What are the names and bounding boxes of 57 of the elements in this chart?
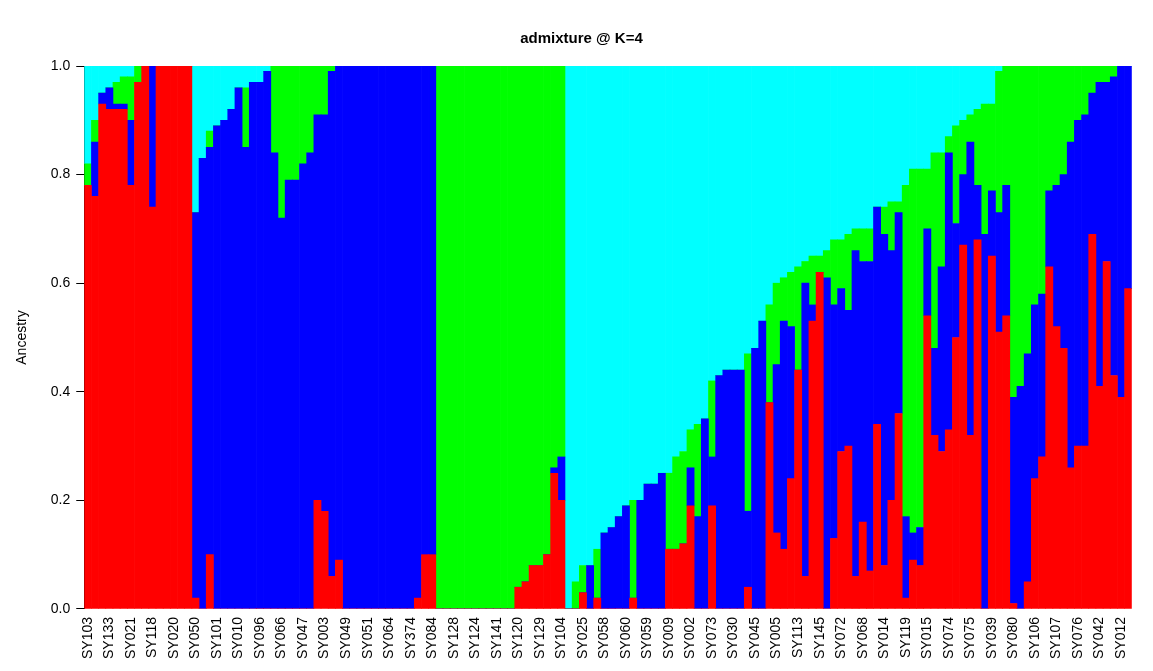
- x-tick-label: SY119: [896, 616, 913, 658]
- x-tick-label: SY066: [272, 616, 289, 660]
- x-tick-label: SY047: [293, 616, 310, 660]
- y-tick-label: 0.2: [50, 491, 71, 508]
- chart-title: admixture @ K=4: [520, 29, 644, 47]
- x-tick-label: SY124: [466, 616, 483, 660]
- x-tick-label: SY129: [530, 616, 547, 660]
- y-tick-label: 0.6: [50, 274, 71, 291]
- x-tick-label: SY009: [659, 616, 676, 660]
- x-tick-label: SY374: [401, 616, 418, 660]
- y-tick-label: 0.4: [50, 382, 71, 399]
- x-tick-label: SY058: [595, 616, 612, 660]
- x-tick-label: SY015: [918, 616, 935, 660]
- x-tick-label: SY014: [875, 616, 892, 660]
- x-tick-label: SY073: [702, 616, 719, 660]
- x-tick-label: SY101: [207, 616, 224, 660]
- x-tick-label: SY030: [724, 616, 741, 660]
- x-tick-label: SY050: [186, 616, 203, 660]
- y-tick-label: 0.8: [50, 165, 71, 182]
- x-tick-label: SY025: [573, 616, 590, 660]
- x-tick-label: SY076: [1068, 616, 1085, 660]
- x-tick-label: SY003: [315, 616, 332, 660]
- x-tick-label: SY068: [853, 616, 870, 660]
- x-tick-label: SY012: [1111, 616, 1128, 660]
- x-tick-label: SY145: [810, 616, 827, 660]
- x-tick-label: SY059: [638, 616, 655, 660]
- x-tick-label: SY060: [616, 616, 633, 660]
- x-tick-label: SY104: [552, 616, 569, 660]
- x-tick-label: SY141: [487, 616, 504, 660]
- x-tick-label: SY103: [78, 616, 95, 660]
- x-tick-label: SY096: [250, 616, 267, 660]
- x-tick-label: SY045: [745, 616, 762, 660]
- x-tick-label: SY020: [164, 616, 181, 660]
- x-tick-label: SY106: [1025, 616, 1042, 660]
- x-tick-label: SY005: [767, 616, 784, 660]
- x-tick-label: SY042: [1090, 616, 1107, 660]
- x-tick-label: SY074: [939, 616, 956, 660]
- x-tick-label: SY128: [444, 616, 461, 660]
- x-tick-label: SY075: [961, 616, 978, 660]
- x-tick-label: SY064: [380, 616, 397, 660]
- x-tick-label: SY080: [1004, 616, 1021, 660]
- x-tick-label: SY084: [423, 616, 440, 660]
- x-tick-label: SY107: [1047, 616, 1064, 660]
- y-axis-title: Ancestry: [13, 310, 30, 365]
- x-tick-label: SY002: [681, 616, 698, 660]
- y-tick-label: 1.0: [50, 56, 71, 73]
- x-tick-label: SY039: [982, 616, 999, 660]
- x-tick-label: SY113: [789, 616, 806, 658]
- x-tick-label: SY120: [509, 616, 526, 660]
- x-tick-label: SY049: [337, 616, 353, 660]
- x-tick-label: SY133: [100, 616, 117, 660]
- x-tick-label: SY010: [229, 616, 246, 660]
- x-tick-label: SY118: [143, 616, 160, 658]
- x-tick-label: SY021: [121, 616, 138, 660]
- x-tick-label: SY051: [358, 616, 375, 660]
- x-tick-label: SY072: [832, 616, 849, 660]
- y-tick-label: 0.0: [50, 599, 71, 616]
